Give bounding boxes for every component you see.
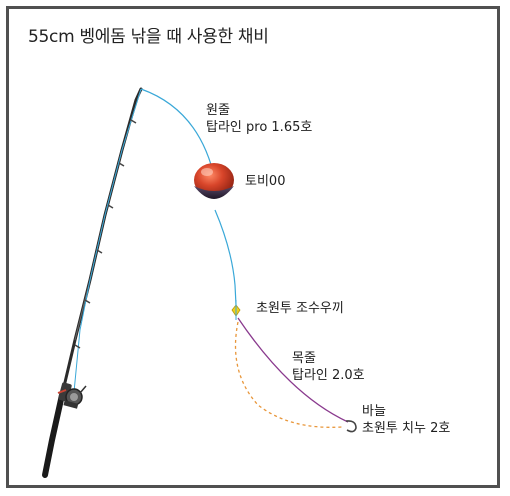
fishing-rod <box>42 87 143 478</box>
diagram-frame <box>6 6 500 488</box>
main-line-name: 원줄 <box>206 103 230 118</box>
swivel-name: 초원투 조수우끼 <box>256 301 344 316</box>
hook-name: 바늘 <box>362 404 386 419</box>
leader-spec: 탑라인 2.0호 <box>292 368 365 383</box>
float-name: 토비00 <box>245 174 286 189</box>
hook-icon <box>345 420 357 433</box>
float-label: 토비00 <box>245 173 285 190</box>
swivel <box>231 300 241 320</box>
hook-spec: 초원투 치누 2호 <box>362 421 451 436</box>
hook-label: 바늘 초원투 치누 2호 <box>362 403 450 437</box>
swivel-label: 초원투 조수우끼 <box>256 300 344 317</box>
leader-name: 목줄 <box>292 351 316 366</box>
leader-label: 목줄 탑라인 2.0호 <box>292 350 365 384</box>
right-edge <box>505 0 510 496</box>
leader-line <box>237 317 349 423</box>
float <box>194 163 234 199</box>
main-line-label: 원줄 탑라인 pro 1.65호 <box>206 102 312 136</box>
reel <box>57 382 87 409</box>
diagram-title: 55cm 벵에돔 낚을 때 사용한 채비 <box>28 27 269 47</box>
main-line-spec: 탑라인 pro 1.65호 <box>206 120 313 135</box>
